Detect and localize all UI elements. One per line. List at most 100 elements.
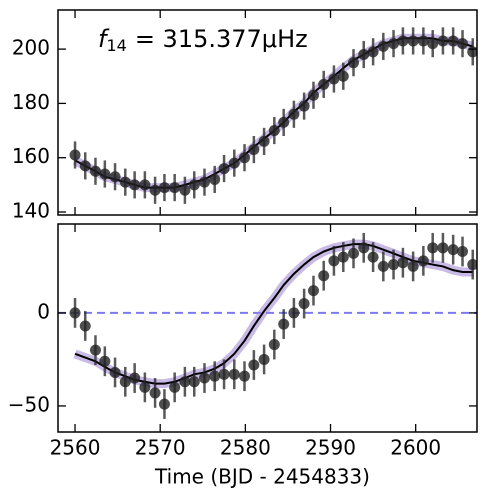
data-point xyxy=(218,163,230,175)
data-point xyxy=(239,152,251,164)
data-point xyxy=(288,108,300,120)
data-point xyxy=(397,35,409,47)
data-point xyxy=(169,182,181,194)
y-tick-label: 160 xyxy=(12,144,50,168)
data-point xyxy=(79,320,91,332)
data-point xyxy=(198,372,210,384)
data-point xyxy=(307,89,319,101)
data-point xyxy=(218,368,230,380)
data-point xyxy=(89,344,101,356)
model-band xyxy=(72,33,474,193)
x-axis-label: Time (BJD - 2454833) xyxy=(154,465,370,489)
data-point xyxy=(149,184,161,196)
data-point xyxy=(417,255,429,267)
annotation: f14 = 315.377μHz xyxy=(98,25,308,55)
data-point xyxy=(69,149,81,161)
data-point xyxy=(388,38,400,50)
data-point xyxy=(397,257,409,269)
data-point xyxy=(457,246,469,258)
data-point xyxy=(377,260,389,272)
panel: −50 0 2560 2570 2580 2590 2600 Time (BJD - 2454… xyxy=(8,223,478,489)
data-point xyxy=(258,353,270,365)
x-tick-label: 2570 xyxy=(135,436,186,460)
data-point xyxy=(318,270,330,282)
data-point xyxy=(129,179,141,191)
y-tick-label: 180 xyxy=(12,90,50,114)
data-point xyxy=(248,359,260,371)
data-point xyxy=(447,35,459,47)
data-point xyxy=(467,259,477,271)
data-point xyxy=(79,160,91,172)
y-tick-label: 200 xyxy=(12,36,50,60)
data-point xyxy=(377,40,389,52)
data-point xyxy=(198,176,210,188)
data-point xyxy=(457,38,469,50)
data-point xyxy=(278,318,290,330)
data-point xyxy=(129,372,141,384)
data-point xyxy=(169,381,181,393)
x-tick-label: 2580 xyxy=(220,436,271,460)
data-point xyxy=(99,168,111,180)
data-point xyxy=(307,285,319,297)
data-point xyxy=(278,116,290,128)
y-tick-label: 140 xyxy=(12,199,50,223)
model-line xyxy=(74,37,473,189)
data-point xyxy=(417,35,429,47)
y-tick-label: 0 xyxy=(37,299,50,323)
data-point xyxy=(158,182,170,194)
data-point xyxy=(188,376,200,388)
data-point xyxy=(298,100,310,112)
data-point xyxy=(367,46,379,58)
data-point xyxy=(328,73,340,85)
data-point xyxy=(109,366,121,378)
data-point xyxy=(358,49,370,61)
data-point xyxy=(328,255,340,267)
axes-frame xyxy=(57,9,478,216)
model-line xyxy=(74,243,473,385)
data-point xyxy=(119,376,131,388)
data-point xyxy=(427,38,439,50)
data-point xyxy=(139,381,151,393)
data-point xyxy=(209,370,221,382)
data-point xyxy=(288,307,300,319)
data-point xyxy=(119,176,131,188)
data-point xyxy=(447,244,459,256)
axes-frame xyxy=(57,223,478,433)
data-point xyxy=(228,157,240,169)
data-point xyxy=(109,171,121,183)
data-point xyxy=(139,179,151,191)
data-point xyxy=(318,78,330,90)
data-point xyxy=(69,307,81,319)
data-point xyxy=(388,259,400,271)
data-point xyxy=(348,247,360,259)
data-point xyxy=(407,260,419,272)
data-point xyxy=(258,135,270,147)
data-point xyxy=(298,298,310,310)
annotation-subscript: 14 xyxy=(106,36,126,55)
data-point xyxy=(209,173,221,185)
plot-area xyxy=(69,27,477,204)
data-point xyxy=(337,251,349,263)
data-point xyxy=(337,70,349,82)
data-point xyxy=(179,184,191,196)
data-point xyxy=(268,339,280,351)
data-point xyxy=(228,368,240,380)
data-point xyxy=(427,242,439,254)
data-point xyxy=(367,251,379,263)
data-point xyxy=(149,387,161,399)
x-tick-label: 2600 xyxy=(390,436,441,460)
data-point xyxy=(407,35,419,47)
data-point xyxy=(358,242,370,254)
data-point xyxy=(348,57,360,69)
data-point xyxy=(239,370,251,382)
data-point xyxy=(188,179,200,191)
x-tick-label: 2590 xyxy=(305,436,356,460)
plot-area xyxy=(58,232,477,419)
data-point xyxy=(158,398,170,410)
y-tick-label: −50 xyxy=(8,392,50,416)
data-point xyxy=(437,242,449,254)
panel: 140 160 180 200 f14 = 315.377μHz xyxy=(12,9,478,223)
data-point xyxy=(99,355,111,367)
data-point xyxy=(89,165,101,177)
